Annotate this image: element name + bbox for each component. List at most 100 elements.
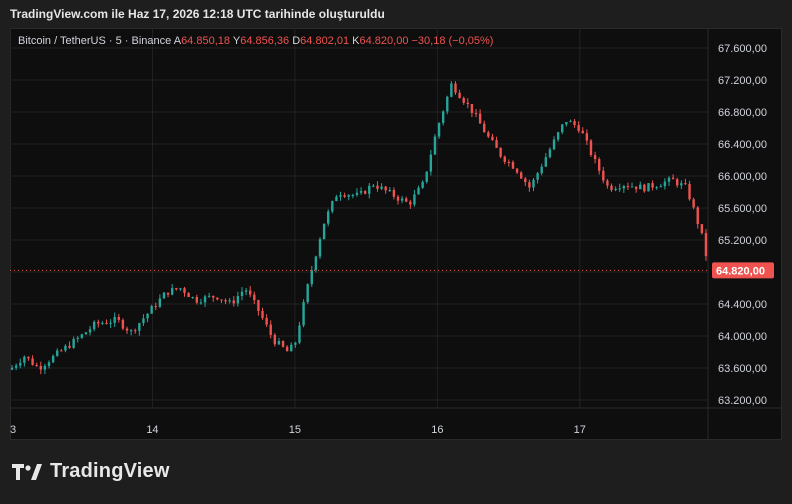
candle-body: [248, 290, 252, 295]
candle-body: [97, 321, 100, 324]
candle-body: [343, 195, 346, 197]
x-tick-label: 17: [574, 424, 586, 436]
candle-body: [51, 355, 55, 363]
candle-body: [31, 358, 34, 365]
y-tick-label: 64.000,00: [718, 331, 767, 343]
candle-body: [487, 132, 490, 137]
candle-body: [544, 157, 548, 167]
candle-body: [540, 166, 543, 174]
candle-body: [622, 186, 626, 189]
candle-body: [376, 185, 379, 189]
candle-body: [499, 147, 502, 157]
candle-body: [265, 317, 268, 325]
candle-body: [72, 338, 75, 348]
y-tick-label: 66.400,00: [718, 139, 767, 151]
candle-body: [195, 297, 199, 303]
candle-body: [524, 178, 527, 183]
candle-body: [298, 325, 301, 343]
candle-body: [704, 233, 708, 257]
candlestick-chart[interactable]: 67.600,00 67.200,00 66.800,00 66.400,00 66.0…: [10, 28, 782, 440]
candle-body: [450, 83, 453, 97]
current-price-tag: [712, 262, 774, 279]
candle-body: [290, 344, 293, 352]
candle-body: [101, 323, 104, 325]
brand-footer[interactable]: TradingView: [12, 460, 170, 483]
candle-body: [495, 140, 498, 148]
y-tick-label: 65.200,00: [718, 235, 767, 247]
candle-body: [692, 199, 695, 208]
candle-body: [392, 189, 396, 197]
candle-body: [187, 292, 190, 298]
candle-body: [306, 284, 309, 303]
candle-body: [277, 341, 281, 345]
high-value: 64.856,36: [240, 35, 290, 47]
open-label: A: [173, 35, 182, 47]
candle-body: [162, 292, 166, 299]
candle-body: [35, 364, 38, 367]
candle-body: [663, 181, 667, 187]
candle-body: [129, 330, 133, 332]
x-tick-label: 15: [289, 424, 301, 436]
x-tick-label: 3: [10, 424, 16, 436]
candle-body: [294, 342, 297, 345]
symbol-label[interactable]: Bitcoin / TetherUS · 5 · Binance: [18, 35, 172, 47]
candle-body: [314, 256, 318, 271]
candle-body: [236, 296, 240, 304]
candle-body: [639, 184, 642, 190]
candle-body: [125, 328, 129, 331]
candle-body: [388, 189, 391, 191]
candle-body: [134, 330, 137, 332]
candle-body: [232, 300, 235, 304]
candle-body: [429, 154, 433, 172]
candle-body: [363, 191, 367, 194]
candle-body: [84, 332, 88, 335]
candle-body: [565, 122, 568, 125]
candle-body: [142, 318, 145, 324]
candle-body: [310, 270, 313, 285]
candle-body: [676, 179, 679, 186]
change-value: −30,18 (−0,05%): [411, 35, 494, 47]
candle-body: [150, 306, 153, 314]
candle-body: [302, 302, 305, 326]
candle-body: [359, 191, 363, 193]
low-value: 64.802,01: [300, 35, 350, 47]
candle-body: [170, 288, 174, 295]
open-value: 64.850,18: [181, 35, 230, 47]
candle-body: [281, 341, 285, 347]
candle-body: [138, 323, 141, 331]
candle-body: [80, 334, 84, 338]
candle-body: [105, 323, 108, 325]
candle-body: [556, 132, 560, 140]
candle-body: [23, 356, 26, 363]
candle-body: [409, 201, 412, 205]
candle-body: [491, 136, 494, 141]
candle-body: [421, 181, 424, 188]
candle-body: [606, 180, 609, 186]
candle-body: [355, 192, 359, 195]
candle-body: [88, 329, 92, 333]
candle-body: [146, 313, 149, 319]
candle-body: [384, 186, 387, 191]
tradingview-logo-icon: [12, 463, 42, 480]
candle-body: [372, 185, 375, 187]
y-tick-label: 63.200,00: [718, 395, 767, 407]
candle-body: [10, 367, 14, 370]
candle-body: [647, 183, 650, 192]
candle-body: [548, 149, 552, 158]
candle-body: [212, 295, 215, 298]
candle-body: [183, 288, 186, 293]
candle-body: [515, 168, 519, 173]
x-tick-label: 14: [146, 424, 158, 436]
candle-body: [27, 356, 30, 359]
candle-body: [602, 170, 605, 181]
candle-body: [528, 182, 531, 188]
close-label: K: [352, 35, 360, 47]
candle-body: [651, 183, 654, 188]
candle-body: [154, 306, 157, 308]
candle-body: [569, 121, 572, 123]
y-tick-label: 67.200,00: [718, 75, 767, 87]
brand-name: TradingView: [50, 460, 170, 482]
candle-body: [368, 185, 371, 194]
candle-body: [425, 171, 428, 182]
candle-body: [671, 177, 675, 180]
